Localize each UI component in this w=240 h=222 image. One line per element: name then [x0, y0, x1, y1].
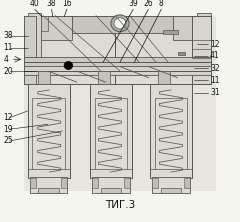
- Text: 20: 20: [4, 67, 13, 76]
- Polygon shape: [24, 16, 72, 40]
- Bar: [38, 188, 59, 193]
- Bar: [30, 177, 67, 193]
- Bar: [24, 66, 211, 75]
- Polygon shape: [115, 16, 211, 84]
- Bar: [197, 13, 211, 58]
- Bar: [161, 188, 181, 193]
- Bar: [90, 84, 132, 178]
- Text: 39: 39: [128, 0, 138, 8]
- Bar: [152, 177, 190, 193]
- Text: 38: 38: [4, 31, 13, 40]
- Bar: [32, 98, 65, 169]
- Text: 38: 38: [47, 0, 56, 8]
- Circle shape: [111, 15, 129, 32]
- Bar: [155, 98, 187, 169]
- Text: 26: 26: [144, 0, 153, 8]
- Text: 11: 11: [4, 43, 13, 52]
- Bar: [61, 178, 67, 188]
- Text: ΤИГ.3: ΤИГ.3: [105, 200, 135, 210]
- Bar: [158, 71, 170, 84]
- Bar: [192, 16, 211, 84]
- Bar: [92, 177, 130, 193]
- Text: 32: 32: [210, 64, 220, 73]
- Text: 31: 31: [210, 88, 220, 97]
- Bar: [124, 178, 130, 188]
- Circle shape: [114, 18, 126, 29]
- Bar: [38, 71, 50, 84]
- Text: 19: 19: [4, 125, 13, 134]
- Bar: [95, 98, 127, 169]
- Circle shape: [64, 61, 73, 69]
- Bar: [28, 84, 70, 178]
- Text: 40: 40: [30, 0, 40, 8]
- Bar: [30, 178, 36, 188]
- Bar: [24, 57, 211, 67]
- Bar: [101, 188, 121, 193]
- Bar: [152, 178, 158, 188]
- Text: 41: 41: [210, 52, 220, 60]
- Text: 25: 25: [4, 137, 13, 145]
- Bar: [150, 84, 192, 178]
- Polygon shape: [173, 16, 211, 40]
- Bar: [98, 71, 110, 84]
- Bar: [92, 178, 98, 188]
- Text: 16: 16: [62, 0, 72, 8]
- Text: 12: 12: [4, 113, 13, 122]
- Polygon shape: [72, 16, 173, 33]
- Bar: [28, 13, 41, 58]
- Text: 12: 12: [210, 40, 220, 49]
- Polygon shape: [24, 16, 216, 191]
- Text: 11: 11: [210, 76, 220, 85]
- Bar: [163, 30, 178, 34]
- Text: 8: 8: [159, 0, 164, 8]
- Text: 4: 4: [4, 55, 8, 64]
- Bar: [24, 16, 48, 31]
- Bar: [184, 178, 190, 188]
- Polygon shape: [24, 16, 115, 84]
- Bar: [24, 16, 36, 84]
- Bar: [178, 52, 185, 56]
